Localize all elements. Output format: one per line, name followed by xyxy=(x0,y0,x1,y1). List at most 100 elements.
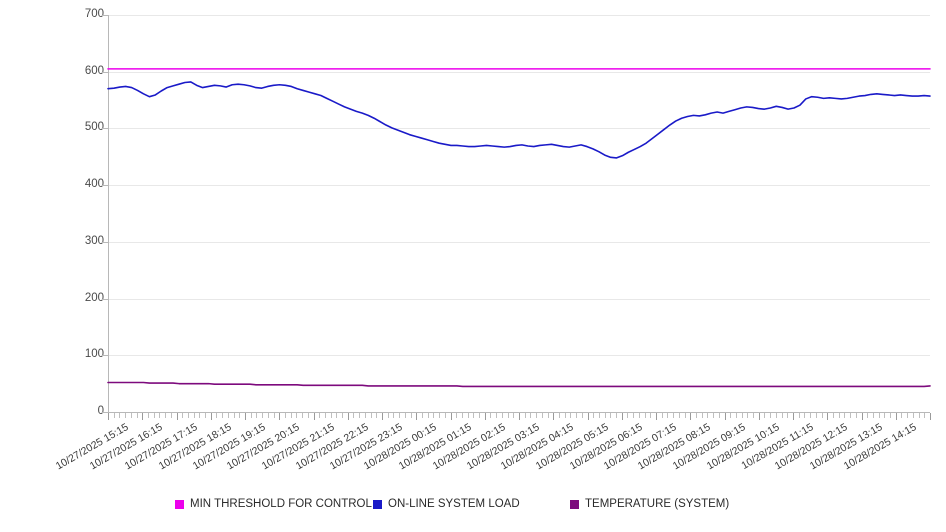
x-minor-tick xyxy=(273,413,275,418)
series-line xyxy=(107,81,931,159)
x-minor-tick xyxy=(610,413,612,418)
x-minor-tick xyxy=(541,413,543,418)
x-minor-tick xyxy=(130,413,132,418)
x-minor-tick xyxy=(701,413,703,418)
x-minor-tick xyxy=(661,413,663,418)
x-minor-tick xyxy=(290,413,292,418)
x-minor-tick xyxy=(193,413,195,418)
x-minor-tick xyxy=(267,413,269,418)
x-minor-tick xyxy=(678,413,680,418)
x-major-tick xyxy=(758,413,760,420)
gridline xyxy=(108,71,930,73)
x-minor-tick xyxy=(547,413,549,418)
x-minor-tick xyxy=(136,413,138,418)
y-axis-labels: 0 100 200 300 400 500 600 700 xyxy=(56,0,104,430)
gridline xyxy=(108,128,930,130)
x-minor-tick xyxy=(713,413,715,418)
x-minor-tick xyxy=(753,413,755,418)
x-major-tick xyxy=(827,413,829,420)
x-minor-tick xyxy=(564,413,566,418)
legend-swatch-icon xyxy=(570,499,579,509)
plot-area xyxy=(108,15,930,412)
x-minor-tick xyxy=(673,413,675,418)
x-minor-tick xyxy=(775,413,777,418)
y-tick-label: 100 xyxy=(84,348,104,361)
x-minor-tick xyxy=(558,413,560,418)
x-minor-tick xyxy=(490,413,492,418)
x-minor-tick xyxy=(421,413,423,418)
x-minor-tick xyxy=(604,413,606,418)
x-major-tick xyxy=(279,413,281,420)
x-minor-tick xyxy=(832,413,834,418)
x-minor-tick xyxy=(456,413,458,418)
gridline xyxy=(108,298,930,300)
x-minor-tick xyxy=(815,413,817,418)
x-minor-tick xyxy=(581,413,583,418)
x-minor-tick xyxy=(364,413,366,418)
y-tick-label: 700 xyxy=(84,8,104,20)
x-minor-tick xyxy=(467,413,469,418)
legend-item[interactable]: MIN THRESHOLD FOR CONTROL xyxy=(175,498,372,510)
x-minor-tick xyxy=(376,413,378,418)
x-minor-tick xyxy=(684,413,686,418)
x-minor-tick xyxy=(616,413,618,418)
x-minor-tick xyxy=(867,413,869,418)
x-minor-tick xyxy=(633,413,635,418)
x-major-tick xyxy=(313,413,315,420)
x-minor-tick xyxy=(650,413,652,418)
x-minor-tick xyxy=(262,413,264,418)
x-minor-tick xyxy=(735,413,737,418)
x-minor-tick xyxy=(302,413,304,418)
x-minor-tick xyxy=(912,413,914,418)
gridline xyxy=(108,241,930,243)
y-tick-label: 200 xyxy=(84,291,104,304)
x-major-tick xyxy=(382,413,383,420)
x-minor-tick xyxy=(119,413,121,418)
legend-item[interactable]: TEMPERATURE (SYSTEM) xyxy=(570,498,729,510)
x-minor-tick xyxy=(787,413,789,418)
x-minor-tick xyxy=(233,413,235,418)
x-major-tick xyxy=(519,413,520,420)
x-minor-tick xyxy=(165,413,167,418)
x-major-tick xyxy=(450,413,452,420)
x-minor-tick xyxy=(798,413,800,418)
x-major-tick xyxy=(245,413,246,420)
x-minor-tick xyxy=(187,413,189,418)
x-major-tick xyxy=(793,413,794,420)
x-minor-tick xyxy=(695,413,697,418)
x-minor-tick xyxy=(113,413,115,418)
x-minor-tick xyxy=(598,413,600,418)
x-minor-tick xyxy=(741,413,743,418)
y-tick-mark xyxy=(102,355,108,357)
x-minor-tick xyxy=(667,413,669,418)
y-tick-mark xyxy=(102,15,108,16)
x-major-tick xyxy=(347,413,349,420)
legend-item[interactable]: ON-LINE SYSTEM LOAD xyxy=(373,498,520,510)
x-minor-tick xyxy=(850,413,852,418)
x-minor-tick xyxy=(387,413,389,418)
x-minor-tick xyxy=(216,413,218,418)
legend-swatch-icon xyxy=(175,499,184,509)
x-minor-tick xyxy=(359,413,361,418)
x-minor-tick xyxy=(501,413,503,418)
y-axis-line xyxy=(108,15,109,413)
x-minor-tick xyxy=(473,413,475,418)
x-minor-tick xyxy=(153,413,155,418)
x-minor-tick xyxy=(336,413,338,418)
series-lines xyxy=(107,68,931,388)
x-minor-tick xyxy=(205,413,207,418)
x-minor-tick xyxy=(170,413,172,418)
x-minor-tick xyxy=(593,413,595,418)
x-minor-tick xyxy=(730,413,732,418)
y-tick-mark xyxy=(102,412,108,413)
x-major-tick xyxy=(724,413,726,420)
x-minor-tick xyxy=(399,413,401,418)
x-major-tick xyxy=(690,413,692,420)
x-major-tick xyxy=(895,413,897,420)
x-minor-tick xyxy=(570,413,572,418)
x-minor-tick xyxy=(433,413,435,418)
x-axis-line xyxy=(108,412,930,413)
y-tick-mark xyxy=(102,185,108,187)
x-minor-tick xyxy=(770,413,772,418)
x-major-tick xyxy=(484,413,486,420)
